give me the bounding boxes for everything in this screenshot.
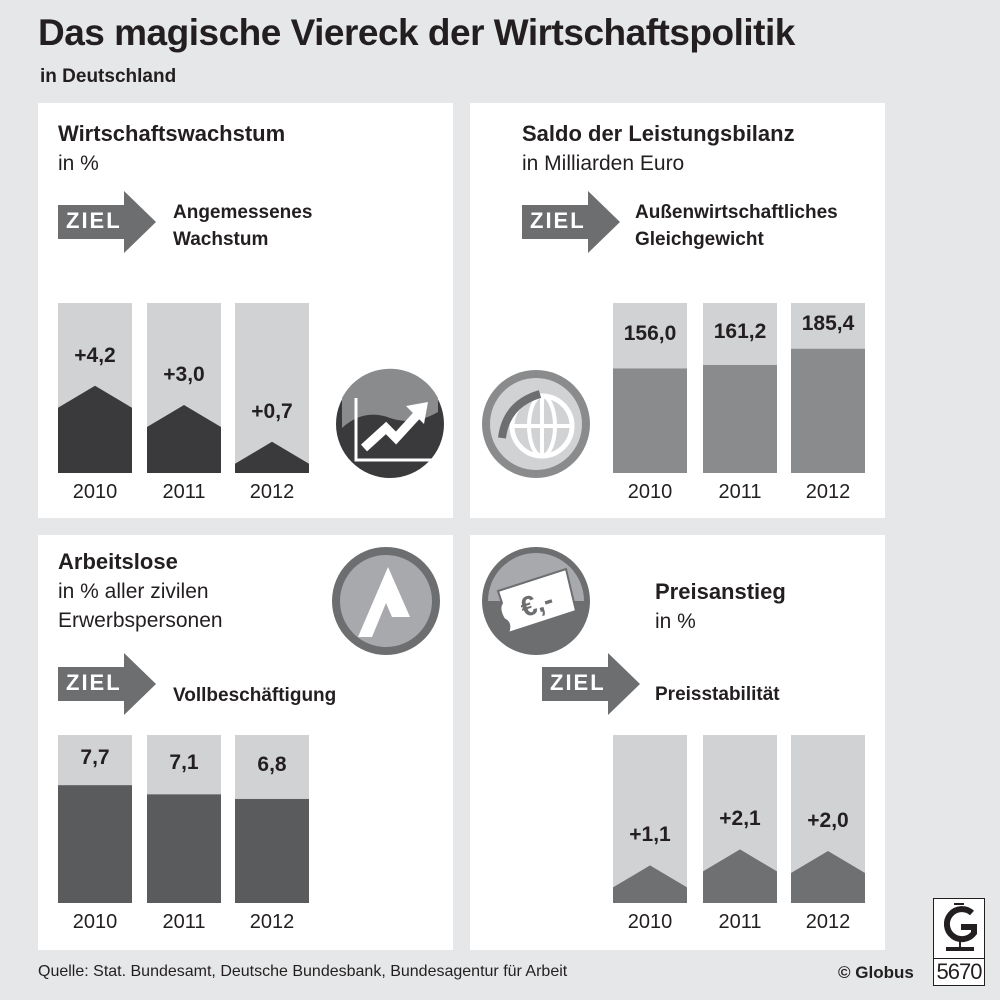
year-label: 2011 [162,481,206,503]
data-label: 185,4 [801,311,855,335]
bar-2010: 7,7 [58,735,132,903]
data-label: 161,2 [713,319,767,343]
bar-value-mark [703,849,777,903]
chart-title: Saldo der Leistungsbilanz [522,121,795,146]
bar-2011: +2,1 [703,735,777,903]
ziel-label: ZIEL [530,208,586,233]
globus-g-icon [943,903,977,951]
chart-unit: in % [655,610,696,633]
page-subtitle: in Deutschland [40,66,177,87]
chart-panel-3: Preisanstieg in % ZIEL Preisstabilität €… [470,535,885,950]
year-label: 2010 [72,481,118,503]
ziel-label: ZIEL [550,670,606,695]
data-label: +0,7 [251,399,293,423]
chart-title: Wirtschaftswachstum [58,121,286,146]
page-title: Das magische Viereck der Wirtschaftspoli… [38,12,795,53]
rising-chart-icon [334,368,446,480]
bar-value-mark [613,865,687,903]
goal-text: Angemessenes Wachstum [173,202,313,250]
ziel-arrow: ZIEL [58,653,158,715]
ziel-label: ZIEL [66,208,122,233]
year-label: 2010 [627,481,673,503]
source-note: Quelle: Stat. Bundesamt, Deutsche Bundes… [38,963,568,980]
bar-value-mark [613,368,687,473]
chart-title: Preisanstieg [655,579,786,604]
year-label: 2012 [805,911,851,933]
data-label: 7,1 [169,750,199,774]
globe-icon [480,368,592,480]
year-label: 2012 [249,911,295,933]
arrow-icon [58,653,156,715]
chart-unit: in Milliarden Euro [522,152,685,175]
bar-2011: 7,1 [147,735,221,903]
bar-2010: 156,0 [613,303,687,473]
bar-value-mark [703,364,777,473]
bar-2010: +4,2 [58,303,132,473]
bar-value-mark [58,385,132,473]
data-label: 6,8 [257,752,287,776]
bar-2012: 6,8 [235,735,309,903]
bar-value-mark [147,405,221,473]
ziel-arrow: ZIEL [58,191,158,253]
arrow-icon [522,191,620,253]
bar-2010: +1,1 [613,735,687,903]
bar-2011: +3,0 [147,303,221,473]
year-label: 2012 [249,481,295,503]
arrow-icon [58,191,156,253]
year-label: 2011 [718,911,762,933]
data-label: 7,7 [80,746,110,770]
bar-2011: 161,2 [703,303,777,473]
data-label: +2,1 [719,807,761,831]
bar-value-mark [791,348,865,473]
data-label: +1,1 [629,823,671,847]
year-label: 2012 [805,481,851,503]
arrow-icon [542,653,640,715]
ziel-label: ZIEL [66,670,122,695]
year-label: 2010 [627,911,673,933]
chart-panel-2: Arbeitslose in % aller zivilen Erwerbspe… [38,535,453,950]
bar-value-mark [235,798,309,903]
data-label: +4,2 [74,343,116,367]
year-label: 2011 [718,481,762,503]
year-label: 2011 [162,911,206,933]
bar-value-mark [791,851,865,903]
graphic-number: 5670 [934,958,984,985]
bar-value-mark [58,785,132,903]
ziel-arrow: ZIEL [522,191,622,253]
chart-title: Arbeitslose [58,549,178,574]
chart-panel-1: Saldo der Leistungsbilanz in Milliarden … [470,103,885,518]
data-label: +2,0 [807,809,849,832]
data-label: +3,0 [163,363,205,386]
goal-text: Außenwirtschaftliches Gleichgewicht [635,202,838,250]
bar-2012: +2,0 [791,735,865,903]
employment-agency-logo-icon [330,545,442,657]
bar-value-mark [235,441,309,473]
chart-panel-0: Wirtschaftswachstum in % ZIEL Angemessen… [38,103,453,518]
copyright: © Globus [838,963,914,982]
goal-text: Preisstabilität [655,684,780,705]
globus-logo: 5670 [933,898,985,986]
chart-unit: in % aller zivilen Erwerbspersonen [58,580,223,632]
bar-2012: +0,7 [235,303,309,473]
bar-value-mark [147,794,221,903]
year-label: 2010 [72,911,118,933]
data-label: 156,0 [623,321,677,345]
bar-2012: 185,4 [791,303,865,473]
goal-text: Vollbeschäftigung [173,685,337,706]
price-tag-euro-icon: €,- [480,545,592,657]
chart-unit: in % [58,152,99,175]
ziel-arrow: ZIEL [542,653,642,715]
